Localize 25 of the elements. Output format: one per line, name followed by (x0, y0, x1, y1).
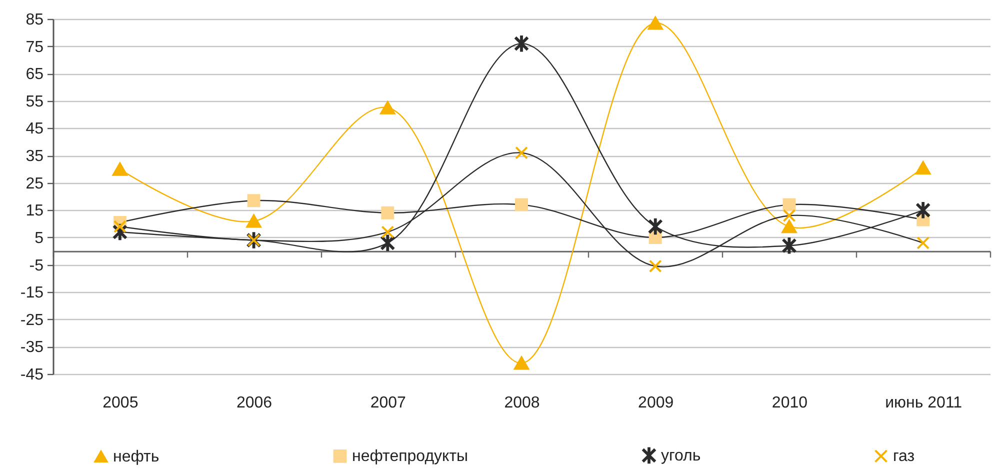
y-tick-label: 55 (26, 93, 44, 110)
x-tick-label: 2005 (102, 394, 138, 412)
legend-label: газ (893, 448, 915, 466)
y-tick-label: 5 (34, 230, 44, 247)
y-tick-label: -15 (20, 284, 44, 302)
y-tick-label: 45 (26, 120, 44, 138)
x-tick-label: 2006 (236, 394, 272, 412)
y-tick-label: -35 (20, 339, 44, 356)
legend-label: нефть (113, 448, 160, 466)
y-tick-label: -25 (20, 312, 44, 329)
y-tick-label: 25 (26, 175, 44, 192)
y-tick-label: 35 (26, 148, 44, 166)
legend-label: нефтепродукты (352, 448, 468, 466)
y-tick-label: 85 (26, 12, 44, 28)
y-tick-label: 75 (26, 38, 44, 56)
y-tick-label: -45 (20, 366, 44, 384)
x-tick-label: 2007 (370, 394, 406, 412)
x-tick-label: 2008 (504, 394, 540, 412)
legend-label: уголь (661, 447, 701, 464)
y-tick-label: 65 (26, 66, 44, 84)
y-tick-label: -5 (29, 257, 44, 274)
x-tick-label: 2009 (638, 394, 674, 412)
y-tick-label: 15 (26, 202, 44, 220)
x-tick-label: июнь 2011 (885, 394, 962, 412)
x-tick-label: 2010 (772, 394, 808, 412)
